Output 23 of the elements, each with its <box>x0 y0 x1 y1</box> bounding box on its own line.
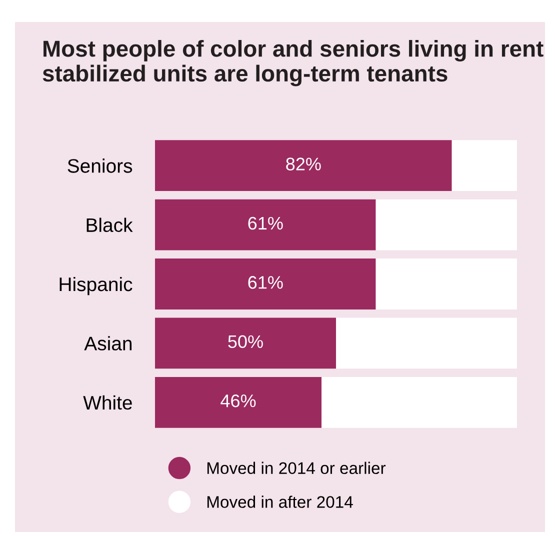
data-label: 82% <box>286 158 321 170</box>
bar <box>376 258 517 310</box>
data-label: 50% <box>228 335 263 348</box>
legend-label: Moved in 2014 or earlier <box>207 462 386 474</box>
chart-title: Most people of color and seniors living in rent stabilized units are long-term tenants <box>42 40 544 86</box>
bar <box>155 199 376 250</box>
data-label: 46% <box>220 394 256 408</box>
data-label: 61% <box>248 276 283 289</box>
bar <box>322 376 517 428</box>
y-tick-label: Asian <box>84 336 132 350</box>
y-tick-label: Hispanic <box>60 276 132 296</box>
bar <box>452 140 517 192</box>
bar <box>376 199 517 250</box>
bar <box>155 140 452 192</box>
data-label: 61% <box>248 216 283 230</box>
y-tick-label: Black <box>86 218 133 232</box>
y-tick-label: White <box>83 395 132 410</box>
bar <box>155 258 376 310</box>
bar <box>336 318 517 369</box>
y-tick-label: Seniors <box>68 158 132 173</box>
bar <box>155 376 322 428</box>
legend-label: Moved in after 2014 <box>207 496 353 508</box>
bar <box>155 318 336 369</box>
